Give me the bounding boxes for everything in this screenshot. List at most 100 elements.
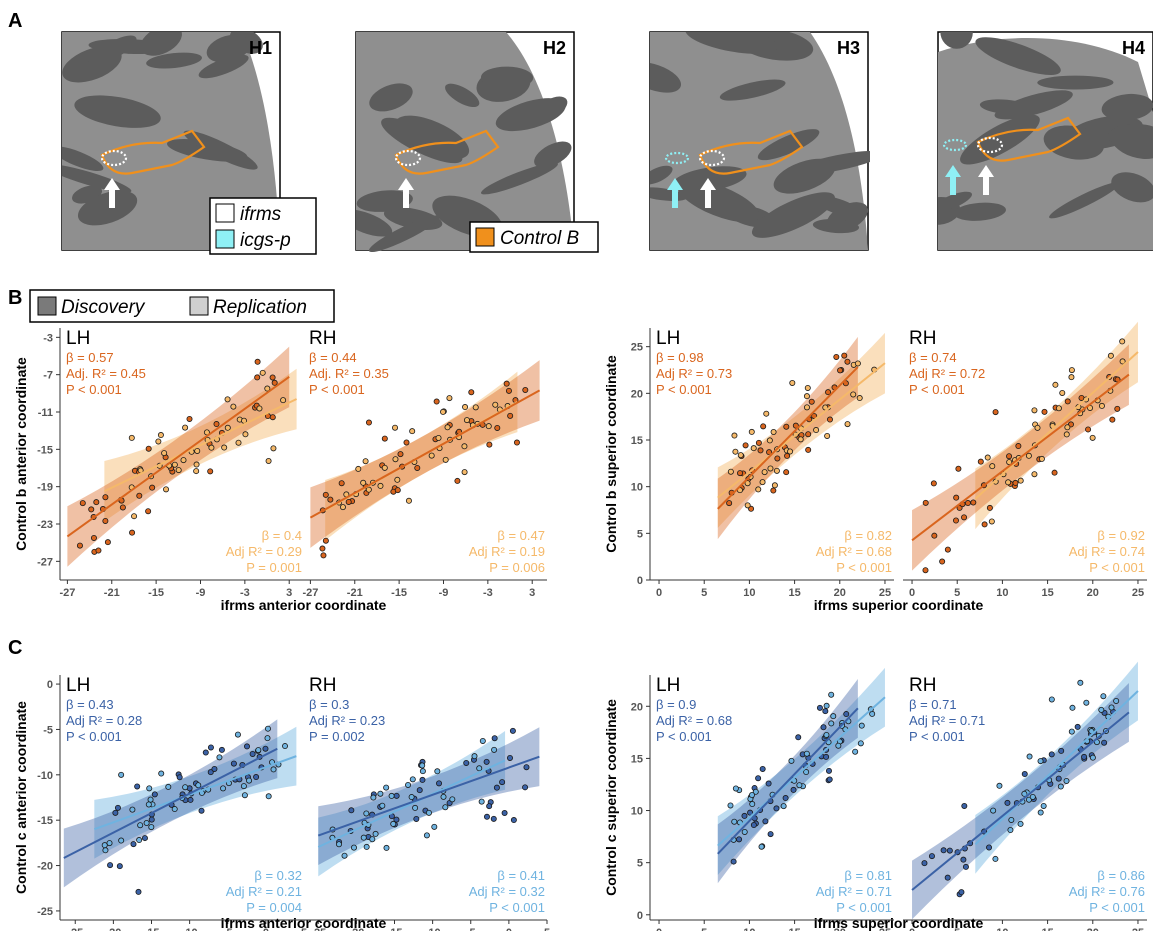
stat-p-discovery: P = 0.002 bbox=[309, 729, 365, 744]
control-b-outline bbox=[698, 129, 804, 175]
data-point-replication bbox=[803, 393, 810, 400]
x-tick-label: 3 bbox=[529, 587, 535, 599]
data-point-replication bbox=[1064, 424, 1071, 431]
data-point-replication bbox=[727, 468, 734, 475]
data-point-replication bbox=[423, 832, 430, 839]
data-point-replication bbox=[770, 428, 777, 435]
data-point-discovery bbox=[463, 759, 470, 766]
data-point-discovery bbox=[1101, 739, 1108, 746]
x-tick-label: -5 bbox=[223, 927, 233, 931]
x-tick-label: 20 bbox=[1087, 927, 1099, 931]
brain-label: H4 bbox=[1122, 38, 1145, 58]
x-tick-label: 5 bbox=[954, 587, 960, 599]
sulcus-patch bbox=[751, 192, 835, 238]
data-point-discovery bbox=[254, 374, 261, 381]
sulcus-patch bbox=[1037, 75, 1114, 90]
chart-B-anterior: -27 -21 -15 -9 -3 3-27-23-19-15-11-7-3 LHβ = 0… bbox=[13, 328, 547, 613]
data-point-replication bbox=[379, 802, 386, 809]
data-point-replication bbox=[476, 765, 483, 772]
data-point-discovery bbox=[218, 746, 225, 753]
x-tick-label: 5 bbox=[701, 927, 707, 931]
stat-p-replication: P = 0.006 bbox=[489, 560, 545, 575]
data-point-replication bbox=[242, 431, 249, 438]
y-tick-label: 5 bbox=[637, 528, 643, 540]
brain-surface bbox=[356, 32, 575, 252]
ifrms-outline bbox=[100, 149, 128, 167]
data-point-replication bbox=[180, 457, 187, 464]
data-point-replication bbox=[989, 463, 996, 470]
data-point-discovery bbox=[319, 545, 326, 552]
sulcus-patch bbox=[62, 146, 104, 171]
hemisphere-title: LH bbox=[66, 675, 90, 696]
stat-r2-discovery: Adj. R² = 0.45 bbox=[66, 366, 146, 381]
data-point-replication bbox=[996, 782, 1003, 789]
data-point-discovery bbox=[394, 487, 401, 494]
data-point-replication bbox=[1068, 728, 1075, 735]
stat-beta-replication: β = 0.32 bbox=[254, 868, 302, 883]
data-point-discovery bbox=[986, 504, 993, 511]
data-point-replication bbox=[788, 757, 795, 764]
data-point-replication bbox=[339, 504, 346, 511]
stat-p-discovery: P < 0.001 bbox=[66, 729, 122, 744]
data-point-discovery bbox=[145, 508, 152, 515]
white-arrow-icon bbox=[978, 165, 994, 195]
x-tick-label: -21 bbox=[104, 587, 120, 599]
data-point-replication bbox=[1017, 820, 1024, 827]
stat-p-discovery: P < 0.001 bbox=[66, 382, 122, 397]
data-point-replication bbox=[390, 820, 397, 827]
stat-p-replication: P < 0.001 bbox=[836, 560, 892, 575]
data-point-discovery bbox=[986, 844, 993, 851]
data-point-replication bbox=[485, 423, 492, 430]
data-point-discovery bbox=[795, 734, 802, 741]
data-point-replication bbox=[856, 395, 863, 402]
sulcus-patch bbox=[938, 191, 972, 212]
control-b-outline bbox=[976, 116, 1082, 162]
stat-r2-replication: Adj R² = 0.68 bbox=[816, 544, 892, 559]
sulcus-patch bbox=[369, 83, 413, 112]
data-point-discovery bbox=[774, 455, 781, 462]
brain-h4: H4 bbox=[937, 31, 1153, 251]
data-point-replication bbox=[1038, 455, 1045, 462]
data-point-replication bbox=[1034, 424, 1041, 431]
regression-line-replication bbox=[93, 755, 297, 831]
data-point-discovery bbox=[811, 413, 818, 420]
data-point-discovery bbox=[187, 796, 194, 803]
data-point-replication bbox=[409, 428, 416, 435]
data-point-discovery bbox=[145, 445, 152, 452]
legend-control-b: Control B bbox=[469, 221, 599, 253]
stat-p-discovery: P < 0.001 bbox=[909, 729, 965, 744]
data-point-discovery bbox=[837, 367, 844, 374]
charts-layer: -27 -21 -15 -9 -3 3-27-23-19-15-11-7-3 LHβ = 0… bbox=[13, 321, 1147, 931]
data-point-replication bbox=[727, 802, 734, 809]
y-tick-label: -23 bbox=[37, 519, 53, 531]
data-point-replication bbox=[1089, 434, 1096, 441]
data-point-discovery bbox=[805, 431, 812, 438]
sulcus-patch bbox=[719, 79, 786, 101]
data-point-discovery bbox=[931, 532, 938, 539]
stat-r2-replication: Adj R² = 0.74 bbox=[1069, 544, 1145, 559]
data-point-discovery bbox=[970, 499, 977, 506]
data-point-replication bbox=[759, 479, 766, 486]
data-point-discovery bbox=[345, 498, 352, 505]
data-point-replication bbox=[355, 465, 362, 472]
data-point-replication bbox=[235, 439, 242, 446]
data-point-replication bbox=[148, 824, 155, 831]
y-tick-label: -15 bbox=[37, 444, 53, 456]
data-point-discovery bbox=[338, 480, 345, 487]
data-point-discovery bbox=[381, 435, 388, 442]
regression-line-replication bbox=[717, 696, 886, 847]
stat-p-replication: P = 0.001 bbox=[246, 560, 302, 575]
data-point-replication bbox=[341, 852, 348, 859]
data-point-replication bbox=[118, 837, 125, 844]
data-point-discovery bbox=[499, 779, 506, 786]
data-point-replication bbox=[145, 801, 152, 808]
sulcus-patch bbox=[445, 83, 480, 108]
data-point-discovery bbox=[759, 765, 766, 772]
data-point-discovery bbox=[207, 769, 214, 776]
data-point-replication bbox=[264, 725, 271, 732]
data-point-discovery bbox=[952, 517, 959, 524]
data-point-replication bbox=[428, 452, 435, 459]
